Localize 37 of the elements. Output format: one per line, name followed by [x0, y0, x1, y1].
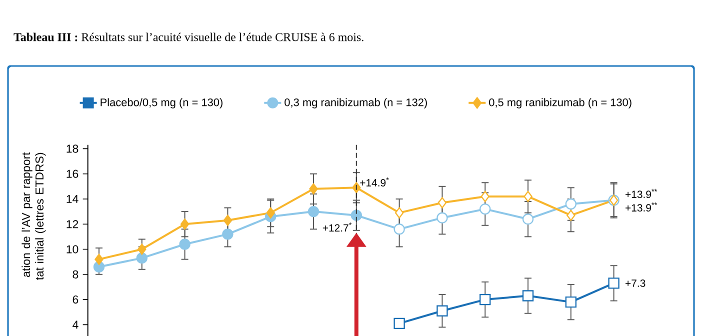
y-tick-label: 10 — [66, 245, 78, 254]
point — [309, 183, 318, 195]
y-tick-label: 12 — [66, 220, 78, 228]
y-tick-label: 16 — [66, 170, 78, 178]
point — [522, 290, 534, 302]
y-tick-label: 6 — [72, 295, 78, 304]
point — [266, 207, 275, 218]
y-tick-label: 18 — [66, 144, 78, 153]
annotation: +13.9$^{**}$ — [626, 202, 658, 212]
point — [565, 296, 577, 308]
annotation: +14.9$^{*}$ — [360, 177, 389, 186]
annotation: +13.9$^{**}$ — [626, 188, 658, 198]
point — [223, 214, 232, 226]
chart-title: Tableau III : Résultats sur l’acuité visuelle de l’étude CRUISE à 6 mois. — [14, 32, 364, 42]
point — [94, 254, 104, 265]
point — [480, 294, 491, 306]
point — [93, 261, 105, 272]
point — [352, 182, 361, 194]
point — [394, 318, 405, 330]
point — [180, 218, 190, 230]
point — [308, 206, 320, 218]
y-tick-label: 14 — [66, 195, 78, 203]
point — [350, 210, 362, 221]
annotation: +7.3 — [626, 280, 646, 287]
point — [608, 278, 620, 289]
y-axis-title: ation de l’AV par rapport tat initial (lettres ETDRS) — [22, 152, 46, 280]
legend-label: Placebo/0,5 mg (n = 130) — [100, 98, 222, 108]
annotation: +12.7$^{*}$ — [322, 222, 352, 232]
y-tick-label: 4 — [72, 320, 78, 329]
point — [138, 244, 146, 255]
legend-label: 0,3 mg ranibizumab (n = 132) — [284, 98, 427, 108]
point — [179, 238, 190, 250]
legend-label: 0,5 mg ranibizumab (n = 130) — [489, 98, 632, 108]
y-tick-label: 8 — [72, 270, 78, 278]
point — [136, 252, 148, 264]
point — [222, 228, 234, 240]
point — [436, 305, 448, 316]
